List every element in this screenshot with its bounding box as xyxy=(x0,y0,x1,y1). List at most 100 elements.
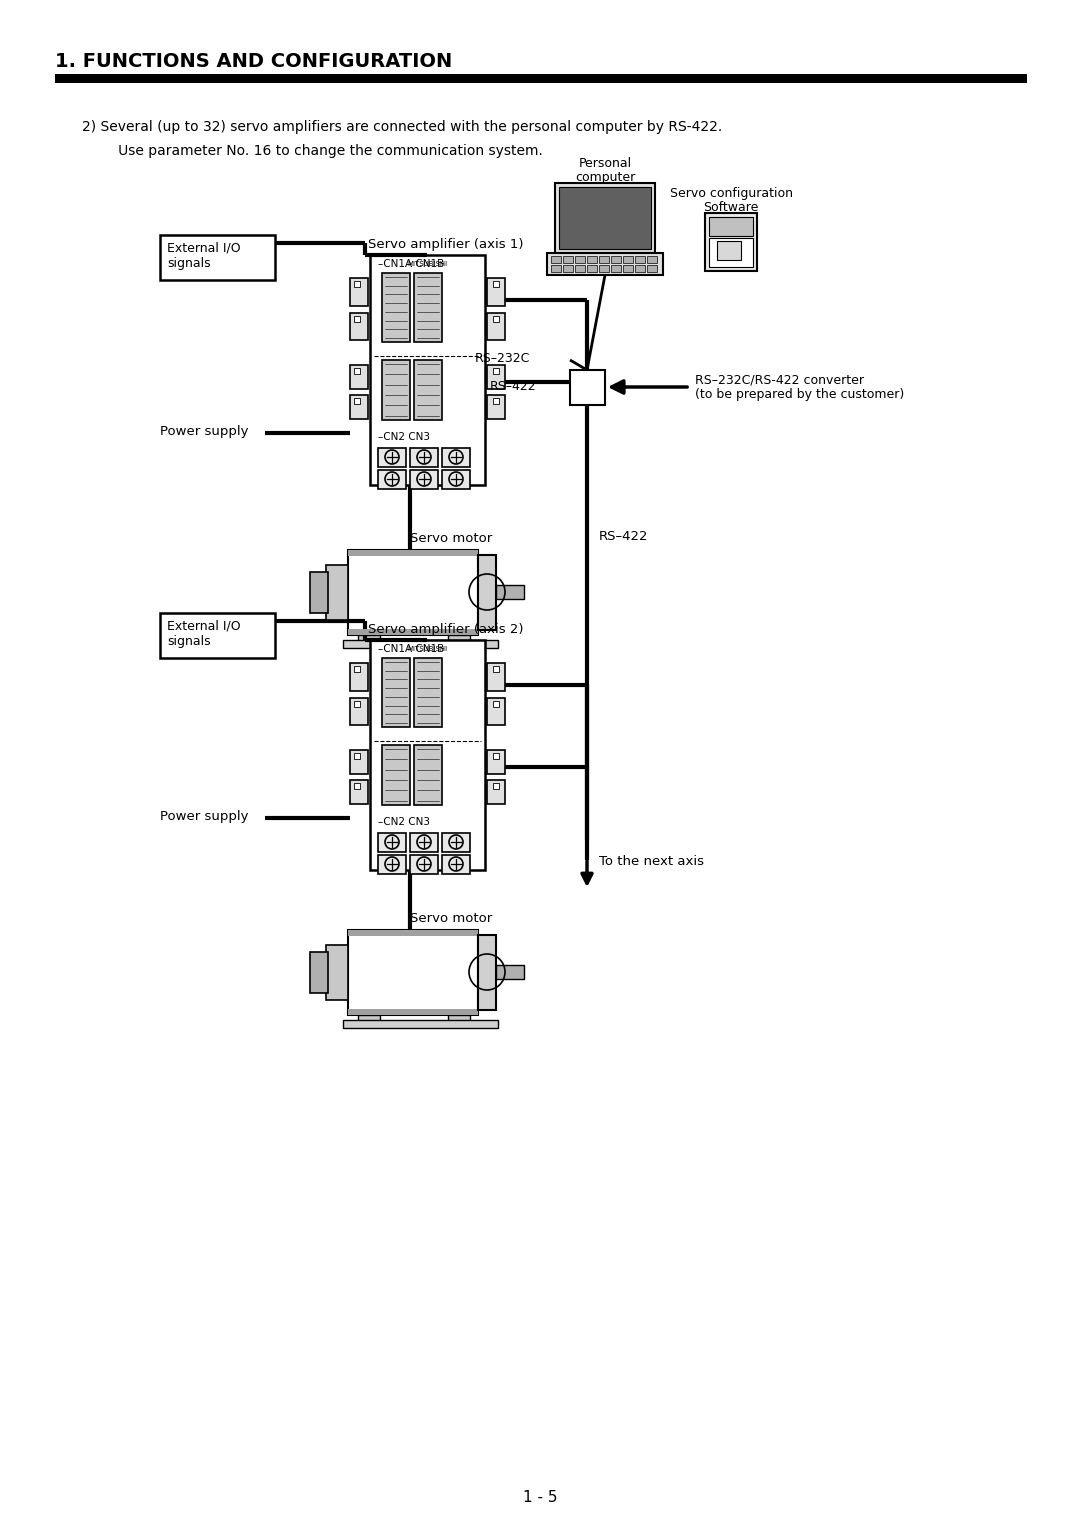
Bar xyxy=(348,630,478,636)
Bar xyxy=(588,257,597,263)
Bar xyxy=(623,257,633,263)
Text: 1 - 5: 1 - 5 xyxy=(523,1490,557,1505)
Bar xyxy=(348,550,478,556)
Bar xyxy=(410,833,438,853)
Text: RS–422: RS–422 xyxy=(490,380,537,393)
Bar xyxy=(442,833,470,853)
Text: External I/O: External I/O xyxy=(167,619,241,633)
Bar xyxy=(492,315,499,321)
Bar xyxy=(708,238,753,267)
Bar xyxy=(708,217,753,235)
Bar xyxy=(348,1008,478,1015)
Bar xyxy=(382,746,410,805)
Bar xyxy=(496,966,524,979)
Bar xyxy=(611,257,621,263)
Bar xyxy=(563,264,573,272)
Bar xyxy=(635,257,645,263)
Bar xyxy=(414,361,442,420)
Bar xyxy=(370,640,485,869)
Bar xyxy=(647,257,657,263)
Bar xyxy=(378,471,406,489)
Bar xyxy=(647,264,657,272)
Text: MITSUBISHI: MITSUBISHI xyxy=(407,646,447,652)
Bar xyxy=(410,448,438,468)
Bar xyxy=(354,281,360,287)
Text: –CN2 CN3: –CN2 CN3 xyxy=(378,432,430,442)
Bar xyxy=(310,952,328,993)
Bar xyxy=(478,555,496,630)
Bar xyxy=(551,264,561,272)
Bar xyxy=(354,753,360,759)
Text: signals: signals xyxy=(167,636,211,648)
Text: –CN2 CN3: –CN2 CN3 xyxy=(378,817,430,827)
Bar xyxy=(717,241,741,260)
Bar xyxy=(551,257,561,263)
Bar xyxy=(350,365,368,390)
Text: RS–232C: RS–232C xyxy=(475,351,530,365)
Bar xyxy=(546,254,663,275)
Bar xyxy=(487,779,505,804)
Bar xyxy=(487,750,505,775)
Bar xyxy=(350,663,368,691)
Bar xyxy=(478,935,496,1010)
Bar xyxy=(623,264,633,272)
Bar xyxy=(575,264,585,272)
Text: Power supply: Power supply xyxy=(160,810,248,824)
Bar xyxy=(378,448,406,468)
Bar xyxy=(382,274,410,342)
Bar xyxy=(348,550,478,636)
Bar xyxy=(378,856,406,874)
Bar xyxy=(575,257,585,263)
Text: computer: computer xyxy=(575,171,635,183)
Bar xyxy=(599,264,609,272)
Text: RS–232C/RS-422 converter: RS–232C/RS-422 converter xyxy=(696,373,864,387)
Bar xyxy=(448,636,470,646)
Text: Servo amplifier (axis 1): Servo amplifier (axis 1) xyxy=(368,238,524,251)
Bar xyxy=(492,281,499,287)
Text: Power supply: Power supply xyxy=(160,425,248,439)
Text: Use parameter No. 16 to change the communication system.: Use parameter No. 16 to change the commu… xyxy=(105,144,543,157)
Text: Servo motor: Servo motor xyxy=(410,532,492,545)
Bar xyxy=(350,394,368,419)
Bar xyxy=(487,663,505,691)
Bar xyxy=(160,613,275,659)
Bar xyxy=(487,394,505,419)
Bar xyxy=(378,833,406,853)
Bar xyxy=(348,931,478,937)
Bar xyxy=(354,397,360,403)
Bar xyxy=(487,365,505,390)
Bar xyxy=(343,1021,498,1028)
Text: To the next axis: To the next axis xyxy=(599,856,704,868)
Bar xyxy=(410,471,438,489)
Bar xyxy=(496,585,524,599)
Bar xyxy=(492,753,499,759)
Bar xyxy=(350,313,368,341)
Text: MITSUBISHI: MITSUBISHI xyxy=(407,261,447,267)
Bar xyxy=(160,235,275,280)
Text: Software: Software xyxy=(703,202,758,214)
Text: Personal: Personal xyxy=(579,157,632,170)
Text: Servo amplifier (axis 2): Servo amplifier (axis 2) xyxy=(368,623,524,636)
Text: Servo motor: Servo motor xyxy=(410,912,492,924)
Text: 1. FUNCTIONS AND CONFIGURATION: 1. FUNCTIONS AND CONFIGURATION xyxy=(55,52,453,70)
Bar xyxy=(354,782,360,788)
Bar xyxy=(563,257,573,263)
Bar xyxy=(492,782,499,788)
Bar xyxy=(326,944,348,999)
Bar xyxy=(357,1015,380,1027)
Bar xyxy=(354,666,360,672)
Bar xyxy=(55,73,1027,83)
Bar xyxy=(354,368,360,374)
Bar xyxy=(414,659,442,727)
Bar xyxy=(382,659,410,727)
Text: Servo configuration: Servo configuration xyxy=(670,186,793,200)
Text: signals: signals xyxy=(167,257,211,270)
Text: –CN1A CN1B: –CN1A CN1B xyxy=(378,260,444,269)
Bar xyxy=(370,255,485,484)
Bar xyxy=(357,636,380,646)
Bar xyxy=(414,274,442,342)
Bar xyxy=(442,471,470,489)
Bar xyxy=(635,264,645,272)
Bar xyxy=(310,571,328,613)
Bar xyxy=(588,264,597,272)
